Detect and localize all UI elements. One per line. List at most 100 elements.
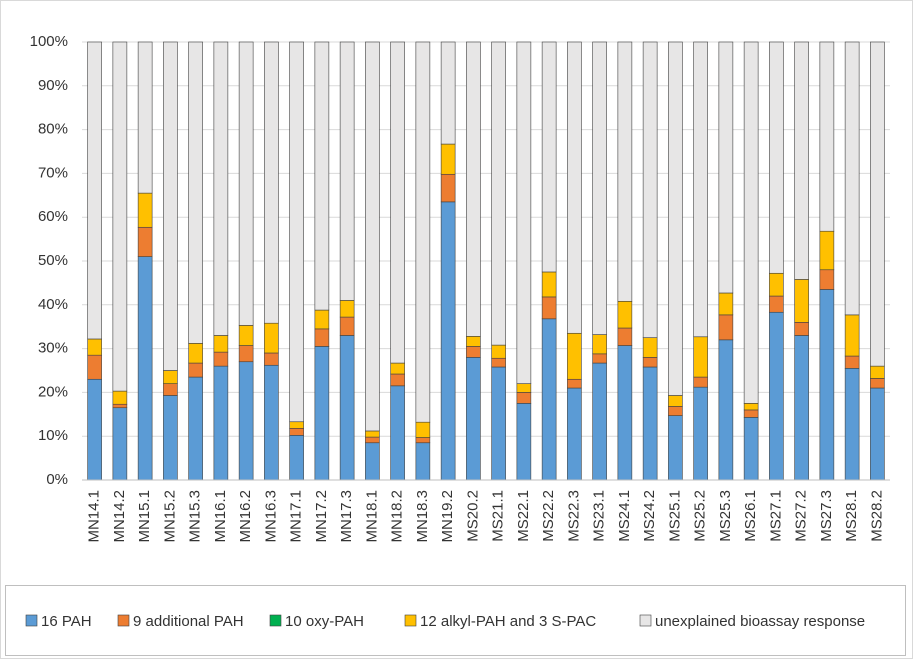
- bar-segment: [466, 357, 481, 481]
- x-tick-label: MS22.3: [565, 490, 582, 542]
- x-tick-label: MN18.3: [414, 490, 431, 543]
- bar-segment: [718, 292, 734, 316]
- bar-segment: [567, 332, 582, 380]
- legend-label: 10 oxy-PAH: [285, 613, 364, 630]
- bar-segment: [264, 41, 279, 324]
- bar-segment: [213, 41, 229, 336]
- bar-segment: [264, 322, 279, 354]
- bar-segment: [466, 346, 481, 358]
- legend-swatch: [639, 614, 652, 627]
- bar-segment: [794, 279, 809, 323]
- bar-segment: [137, 192, 153, 228]
- x-tick-label: MN16.2: [237, 490, 254, 543]
- bar-segment: [769, 41, 784, 274]
- bar-segment: [617, 300, 633, 329]
- bar-segment: [238, 361, 254, 481]
- x-tick-label: MS22.1: [515, 490, 532, 542]
- bar-segment: [693, 386, 708, 481]
- y-tick-label: 0%: [46, 471, 68, 488]
- bar-segment: [415, 41, 431, 423]
- bar-segment: [819, 289, 835, 481]
- bar-segment: [617, 345, 633, 481]
- x-tick-label: MN19.2: [439, 490, 456, 543]
- bar-segment: [743, 41, 759, 404]
- bar-segment: [264, 364, 279, 481]
- legend-label: 9 additional PAH: [133, 613, 244, 630]
- y-tick-label: 20%: [38, 383, 68, 400]
- bar-segment: [592, 334, 607, 355]
- bar-segment: [516, 392, 532, 404]
- bar-segment: [87, 354, 102, 380]
- legend-swatch: [404, 614, 417, 627]
- bar-segment: [163, 41, 178, 371]
- x-tick-label: MS24.1: [616, 490, 633, 542]
- bar-segment: [516, 41, 532, 384]
- bar-segment: [339, 41, 355, 301]
- bar-segment: [87, 338, 102, 356]
- bar-segment: [415, 421, 431, 438]
- bar-segment: [137, 41, 153, 194]
- x-tick-label: MN18.2: [389, 490, 406, 543]
- bar-segment: [87, 378, 102, 481]
- bar-segment: [188, 343, 203, 364]
- x-tick-label: MS27.3: [818, 490, 835, 542]
- x-tick-label: MS27.2: [793, 490, 810, 542]
- bar-segment: [339, 300, 355, 318]
- bar-segment: [642, 337, 658, 358]
- bar-segment: [794, 322, 809, 336]
- x-tick-label: MS25.3: [717, 490, 734, 542]
- bar-segment: [844, 355, 860, 369]
- bar-segment: [365, 436, 380, 444]
- bar-segment: [440, 41, 456, 145]
- bar-segment: [668, 406, 683, 416]
- bar-segment: [112, 41, 128, 392]
- x-tick-label: MN17.2: [313, 490, 330, 543]
- bar-segment: [541, 318, 557, 481]
- bar-segment: [213, 351, 229, 367]
- bar-segment: [642, 357, 658, 368]
- bar-segment: [390, 362, 405, 375]
- bar-segment: [819, 230, 835, 271]
- bar-segment: [365, 442, 380, 481]
- bar-segment: [213, 335, 229, 353]
- y-tick-label: 70%: [38, 164, 68, 181]
- bar-segment: [642, 366, 658, 481]
- x-tick-label: MS25.1: [666, 490, 683, 542]
- bar-segment: [718, 339, 734, 481]
- bar-segment: [87, 41, 102, 340]
- bar-segment: [567, 378, 582, 389]
- bar-segment: [390, 385, 405, 481]
- bar-segment: [870, 387, 885, 481]
- bar-segment: [390, 373, 405, 387]
- bar-segment: [440, 143, 456, 175]
- bar-segment: [466, 41, 481, 337]
- bar-segment: [567, 387, 582, 481]
- legend-swatch: [25, 614, 38, 627]
- bar-segment: [440, 173, 456, 203]
- bar-segment: [870, 378, 885, 389]
- bar-segment: [819, 41, 835, 232]
- bar-segment: [466, 336, 481, 347]
- bar-segment: [516, 403, 532, 481]
- bar-segment: [870, 365, 885, 379]
- bar-segment: [238, 41, 254, 326]
- bar-segment: [743, 403, 759, 411]
- x-tick-label: MS24.2: [641, 490, 658, 542]
- y-tick-label: 80%: [38, 121, 68, 138]
- bar-segment: [567, 41, 582, 334]
- bar-segment: [693, 41, 708, 338]
- bar-segment: [238, 345, 254, 363]
- x-tick-label: MS28.2: [868, 490, 885, 542]
- bar-segment: [339, 335, 355, 481]
- bar-segment: [163, 370, 178, 384]
- bar-segment: [617, 41, 633, 302]
- y-tick-label: 10%: [38, 427, 68, 444]
- x-tick-label: MS26.1: [742, 490, 759, 542]
- y-tick-label: 100%: [30, 33, 68, 50]
- legend-swatch: [269, 614, 282, 627]
- bar-segment: [668, 415, 683, 481]
- bar-segment: [314, 328, 330, 347]
- x-tick-label: MS27.1: [767, 490, 784, 542]
